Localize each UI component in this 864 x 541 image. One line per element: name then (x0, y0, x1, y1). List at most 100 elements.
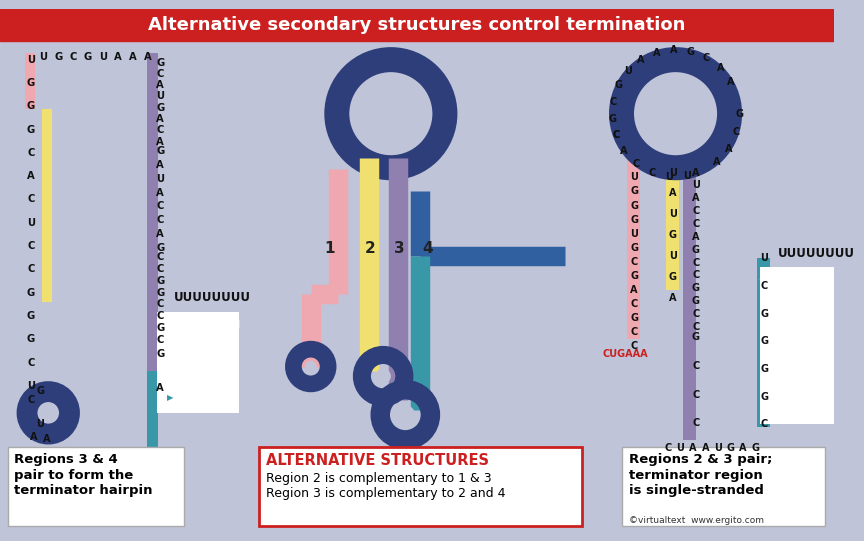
Text: C: C (156, 334, 164, 345)
Text: A: A (713, 157, 721, 168)
Text: U: U (669, 168, 677, 177)
Text: U: U (36, 419, 44, 430)
Text: U: U (760, 253, 768, 263)
Bar (8, 447, 184, 526)
Text: G: G (692, 332, 700, 341)
Text: A: A (638, 55, 645, 65)
Text: G: G (156, 146, 164, 156)
Text: U: U (669, 209, 677, 219)
Text: G: G (760, 309, 768, 319)
Text: A: A (689, 443, 696, 453)
Text: G: G (156, 323, 164, 333)
Text: U: U (624, 66, 632, 76)
Text: A: A (692, 168, 700, 177)
Text: C: C (692, 390, 700, 399)
Text: C: C (692, 206, 700, 216)
Text: C: C (69, 52, 77, 62)
Text: G: G (156, 349, 164, 359)
Text: U: U (677, 443, 684, 453)
Text: A: A (620, 146, 628, 156)
Text: ▶: ▶ (167, 393, 173, 402)
Bar (666, 160, 679, 291)
Text: U: U (27, 217, 35, 228)
Text: C: C (27, 148, 35, 158)
Text: C: C (648, 168, 655, 178)
Text: C: C (156, 311, 164, 321)
Circle shape (376, 368, 391, 384)
Text: G: G (27, 334, 35, 344)
Text: 1: 1 (325, 241, 335, 256)
Text: U: U (692, 180, 700, 190)
Bar (757, 259, 770, 427)
Text: G: G (727, 443, 734, 453)
Bar (622, 447, 825, 526)
Text: A: A (669, 293, 677, 303)
Text: G: G (84, 52, 92, 62)
Text: C: C (609, 97, 617, 107)
Text: pair to form the: pair to form the (14, 469, 133, 482)
Text: U: U (630, 173, 638, 182)
Text: A: A (129, 52, 137, 62)
Text: A: A (156, 114, 164, 124)
Text: C: C (27, 194, 35, 204)
Text: A: A (725, 144, 733, 154)
Bar (683, 160, 696, 440)
Text: A: A (702, 443, 709, 453)
Bar (147, 53, 158, 371)
Text: C: C (632, 159, 640, 169)
Text: C: C (760, 419, 768, 430)
Text: G: G (27, 288, 35, 298)
Text: U: U (669, 251, 677, 261)
Text: U: U (156, 91, 164, 102)
Text: C: C (760, 281, 768, 291)
Text: A: A (156, 188, 164, 197)
Text: G: G (735, 109, 743, 118)
Text: ©virtualtext  www.ergito.com: ©virtualtext www.ergito.com (629, 516, 765, 525)
Text: C: C (27, 241, 35, 251)
Text: C: C (631, 341, 638, 351)
Text: terminator hairpin: terminator hairpin (14, 484, 152, 497)
Text: U: U (630, 229, 638, 239)
Bar (157, 335, 239, 413)
Text: U: U (27, 381, 35, 391)
Text: C: C (156, 201, 164, 212)
Text: C: C (692, 309, 700, 319)
Text: G: G (630, 243, 638, 253)
Text: Regions 2 & 3 pair;: Regions 2 & 3 pair; (629, 453, 772, 466)
Text: C: C (664, 443, 671, 453)
Text: C: C (156, 215, 164, 225)
Text: terminator region: terminator region (629, 469, 763, 482)
Text: A: A (669, 188, 677, 199)
Text: C: C (631, 299, 638, 309)
Text: G: G (614, 81, 622, 90)
Text: UUUUUUUU: UUUUUUUU (174, 291, 251, 304)
Text: C: C (156, 69, 164, 79)
Text: C: C (733, 127, 740, 137)
Text: G: G (156, 276, 164, 286)
Text: G: G (630, 313, 638, 323)
Text: C: C (692, 219, 700, 229)
Text: G: G (692, 296, 700, 306)
Text: G: G (669, 272, 677, 282)
Text: A: A (156, 160, 164, 170)
Text: G: G (27, 101, 35, 111)
Text: U: U (665, 172, 673, 182)
Text: A: A (27, 171, 35, 181)
Text: G: G (669, 230, 677, 240)
Text: C: C (692, 360, 700, 371)
Text: U: U (683, 171, 690, 181)
Text: G: G (630, 187, 638, 196)
Text: C: C (692, 322, 700, 332)
Text: C: C (703, 53, 710, 63)
Text: A: A (716, 63, 724, 73)
Text: A: A (692, 193, 700, 203)
Text: C: C (28, 395, 35, 405)
Text: C: C (612, 130, 619, 141)
Text: C: C (156, 126, 164, 135)
Text: C: C (692, 258, 700, 268)
Circle shape (396, 405, 415, 425)
Text: G: G (760, 337, 768, 346)
Text: A: A (631, 285, 638, 295)
Text: A: A (156, 137, 164, 147)
Text: A: A (740, 443, 746, 453)
